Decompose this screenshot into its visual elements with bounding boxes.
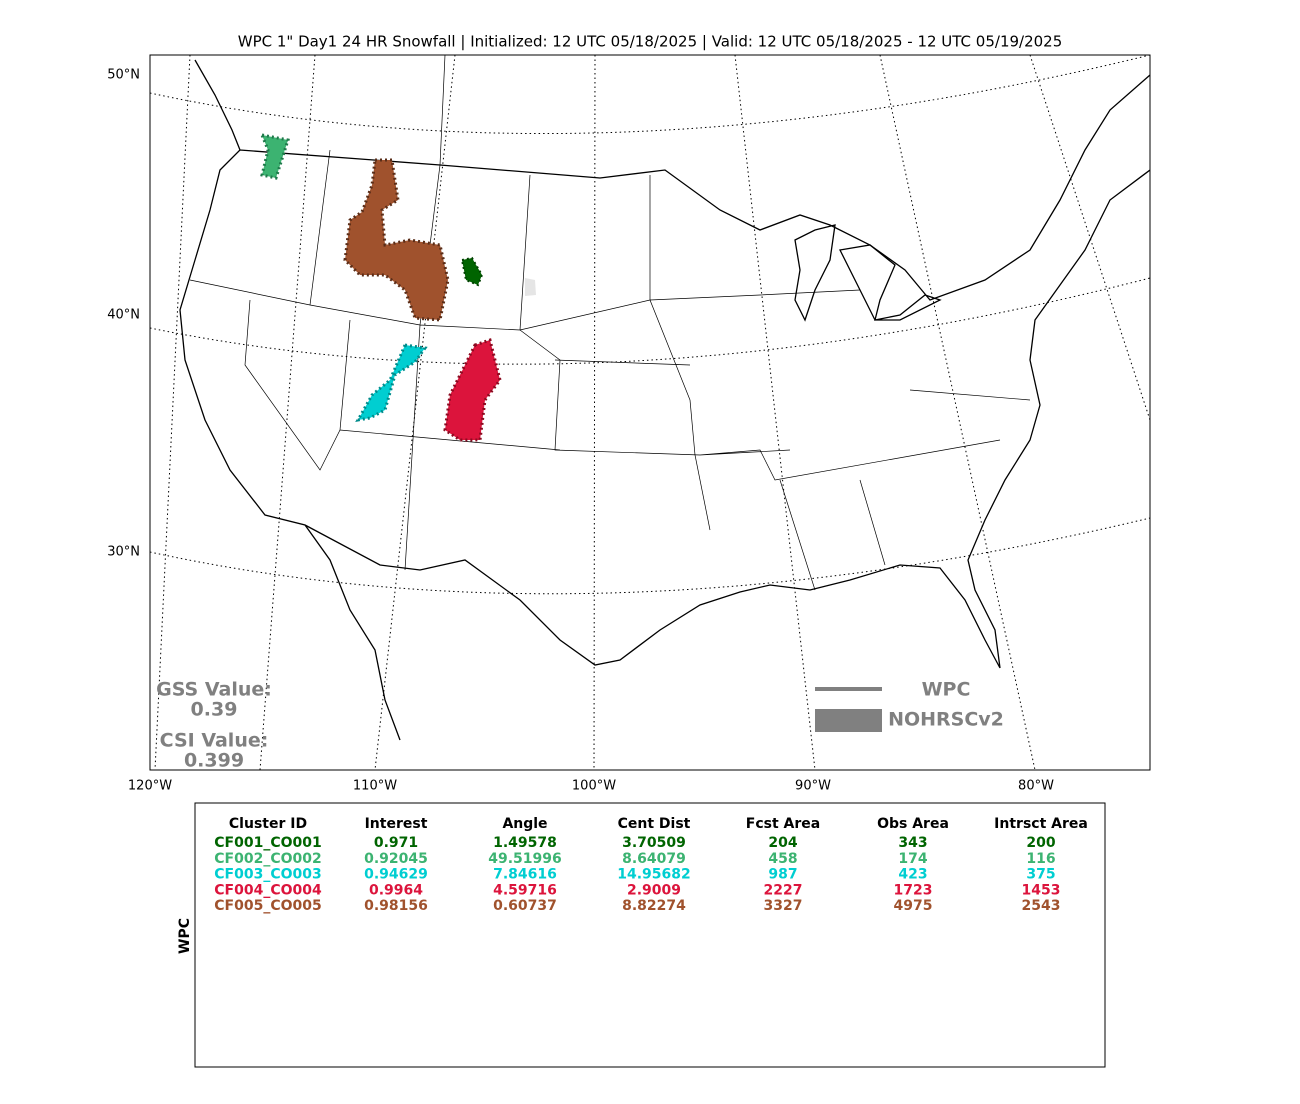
cluster-co001 <box>460 256 484 287</box>
table-cell: 0.92045 <box>364 851 428 867</box>
table-cell: 0.971 <box>374 835 418 851</box>
table-cell: 3327 <box>764 898 803 914</box>
cluster-co002 <box>259 133 290 180</box>
cluster-co005 <box>343 158 450 322</box>
table-cell: 2543 <box>1022 898 1061 914</box>
table-cell: 0.9964 <box>369 882 423 898</box>
table-cell: CF001_CO001 <box>214 835 321 851</box>
table-cell: 8.64079 <box>622 851 686 867</box>
table-header: Cluster ID <box>229 816 307 832</box>
title: WPC 1" Day1 24 HR Snowfall | Initialized… <box>238 33 1063 51</box>
state-borders <box>189 55 1031 591</box>
table-cell: 2.9009 <box>627 882 681 898</box>
cluster-co004 <box>443 338 502 442</box>
table-cell: 0.60737 <box>493 898 557 914</box>
lon-label: 120°W <box>128 779 172 794</box>
table-cell: 0.94629 <box>364 867 428 883</box>
legend-swatch <box>815 709 882 732</box>
table-side-label: WPC <box>177 918 193 954</box>
lat-label: 40°N <box>107 308 140 323</box>
table-cell: 200 <box>1026 835 1055 851</box>
table-cell: CF002_CO002 <box>214 851 321 867</box>
cluster-co003 <box>355 343 428 422</box>
table-cell: 204 <box>768 835 797 851</box>
table-header: Obs Area <box>877 816 949 832</box>
table-header: Angle <box>502 816 547 832</box>
table-header: Intrsct Area <box>994 816 1088 832</box>
table-cell: 116 <box>1026 851 1055 867</box>
lon-label: 110°W <box>353 779 397 794</box>
legend-label: NOHRSCv2 <box>888 709 1004 731</box>
table-cell: 1.49578 <box>493 835 557 851</box>
table-cell: 4.59716 <box>493 882 557 898</box>
table-cell: CF005_CO005 <box>214 898 321 914</box>
csi-value: 0.399 <box>184 750 244 772</box>
lat-label: 30°N <box>107 545 140 560</box>
table-cell: 0.98156 <box>364 898 428 914</box>
table-cell: 174 <box>898 851 927 867</box>
legend-label: WPC <box>922 679 971 701</box>
lat-label: 50°N <box>107 68 140 83</box>
table-frame <box>194 802 1106 1068</box>
table-cell: 343 <box>898 835 927 851</box>
map-frame <box>149 54 1151 771</box>
graticule <box>150 55 1150 770</box>
table-cell: 2227 <box>764 882 803 898</box>
lon-label: 100°W <box>572 779 616 794</box>
gss-value: 0.39 <box>191 699 238 721</box>
stats-table: WPC Cluster ID Interest Angle Cent Dist Fcst… <box>177 802 1106 1068</box>
map: 50°N 40°N 30°N 120°W 110°W 100°W 90°W 80… <box>107 54 1151 794</box>
table-cell: 987 <box>768 867 797 883</box>
table-cell: 1453 <box>1022 882 1061 898</box>
table-cell: 14.95682 <box>617 867 691 883</box>
table-cell: 8.82274 <box>622 898 686 914</box>
table-cell: 375 <box>1026 867 1055 883</box>
table-cell: 458 <box>768 851 797 867</box>
csi-label: CSI Value: <box>160 730 269 752</box>
lon-label: 90°W <box>795 779 831 794</box>
table-cell: 4975 <box>894 898 933 914</box>
table-cell: 423 <box>898 867 927 883</box>
lon-label: 80°W <box>1018 779 1054 794</box>
table-cell: 3.70509 <box>622 835 686 851</box>
table-header: Fcst Area <box>746 816 820 832</box>
table-header: Interest <box>365 816 428 832</box>
great-lakes <box>794 224 942 322</box>
gss-label: GSS Value: <box>156 679 272 701</box>
table-cell: CF003_CO003 <box>214 867 321 883</box>
table-cell: 7.84616 <box>493 867 557 883</box>
table-cell: 49.51996 <box>488 851 562 867</box>
table-cell: 1723 <box>894 882 933 898</box>
cluster-obs-blob <box>525 278 536 296</box>
table-header: Cent Dist <box>618 816 691 832</box>
table-cell: CF004_CO004 <box>214 882 322 898</box>
